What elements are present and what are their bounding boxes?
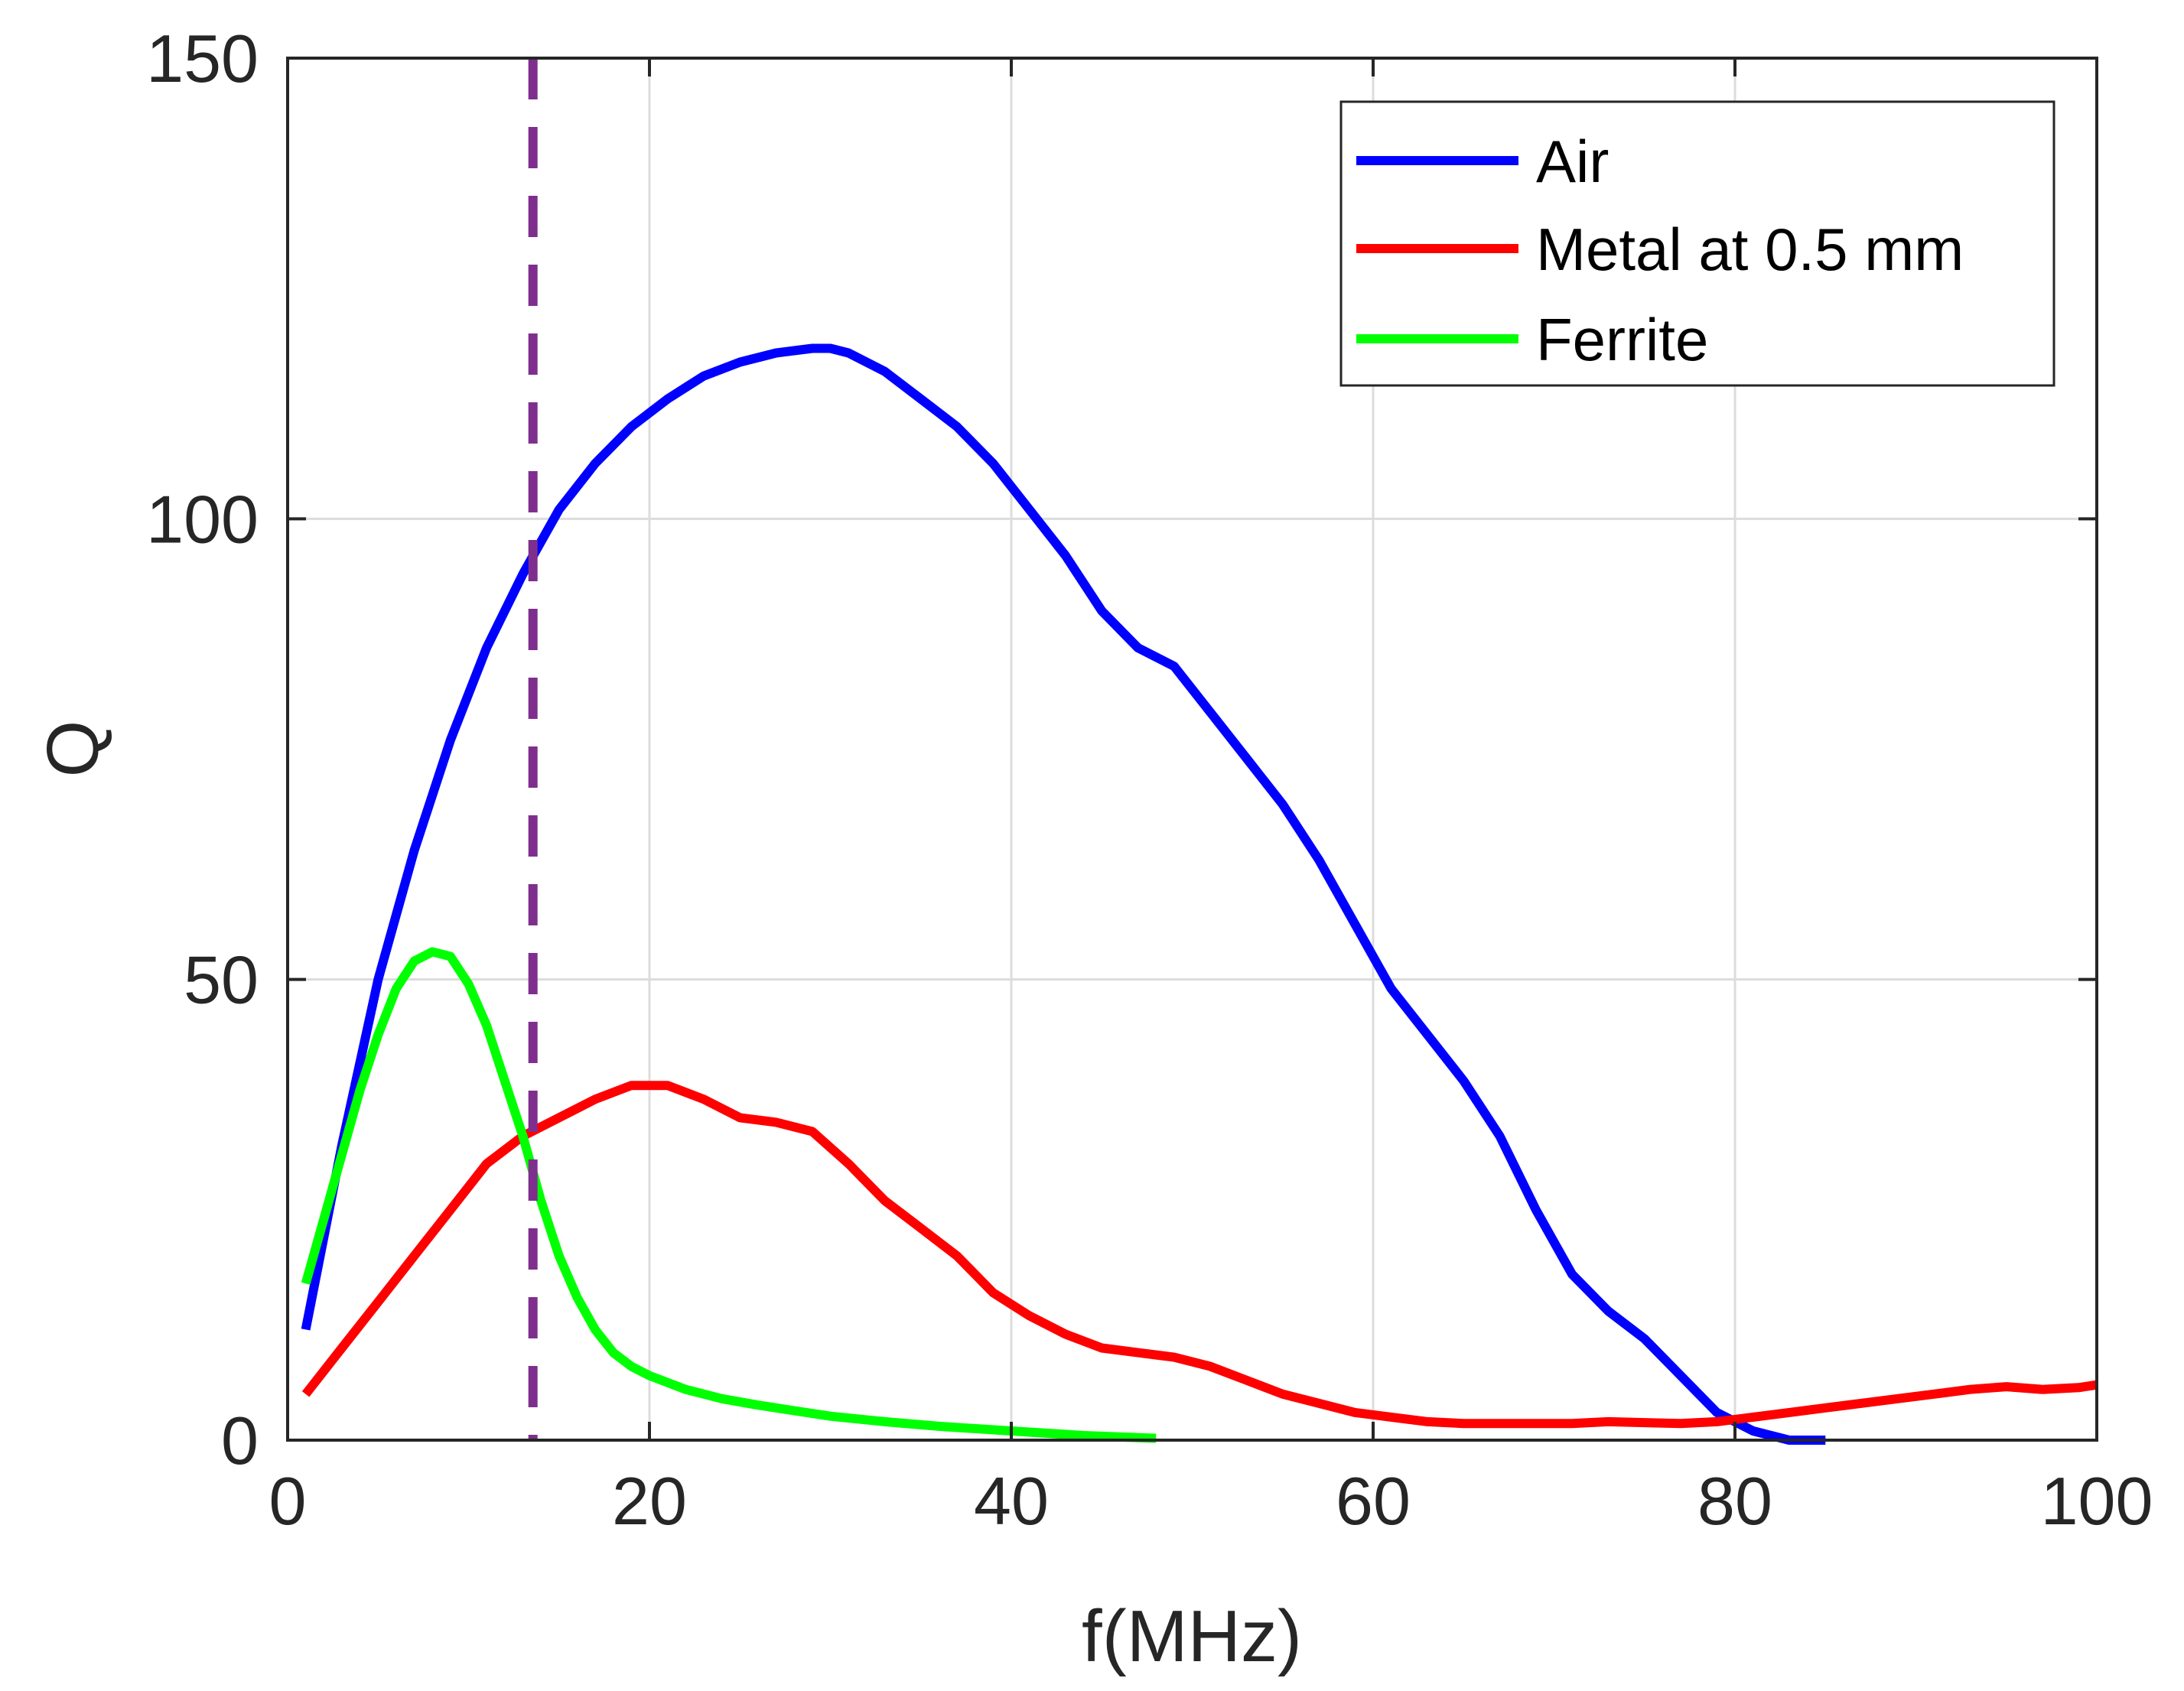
x-tick-label: 0 [269, 1463, 307, 1539]
series-lines [301, 343, 2098, 1445]
x-tick-label: 100 [2041, 1463, 2153, 1539]
legend-label-ferrite: Ferrite [1536, 306, 1708, 373]
x-tick-labels: 0 20 40 60 80 100 [269, 1463, 2153, 1539]
legend-label-metal-at-0-5-mm: Metal at 0.5 mm [1536, 216, 1964, 283]
grid [288, 58, 2097, 1440]
x-tick-label: 80 [1697, 1463, 1772, 1539]
y-axis-title: Q [32, 720, 114, 778]
series-line-metal-at-0-5-mm [301, 1081, 2098, 1429]
x-tick-label: 40 [974, 1463, 1049, 1539]
axis-ticks [286, 57, 2098, 1442]
x-axis-title: f(MHz) [1082, 1595, 1302, 1677]
legend: Air Metal at 0.5 mm Ferrite [1339, 100, 2055, 387]
series-line-ferrite [301, 947, 1157, 1443]
legend-label-air: Air [1536, 128, 1609, 195]
x-tick-label: 20 [612, 1463, 687, 1539]
y-tick-label: 150 [146, 21, 259, 96]
y-tick-label: 50 [184, 942, 259, 1018]
x-tick-label: 60 [1336, 1463, 1411, 1539]
y-tick-label: 0 [221, 1403, 259, 1478]
y-tick-label: 100 [146, 481, 259, 557]
series-line-air [301, 343, 1826, 1445]
axes-box [286, 57, 2098, 1442]
y-tick-labels: 0 50 100 150 [146, 21, 259, 1478]
